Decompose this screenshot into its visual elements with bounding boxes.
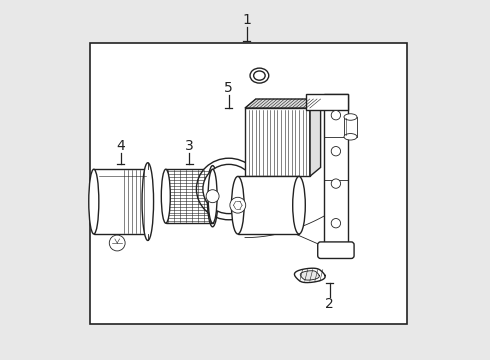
Polygon shape [310,99,320,176]
Ellipse shape [293,176,305,234]
Ellipse shape [344,134,357,140]
Bar [94,169,148,234]
Circle shape [331,111,341,120]
Bar [90,43,407,324]
Text: 3: 3 [185,139,194,153]
Bar [238,176,299,234]
Polygon shape [300,271,319,280]
Ellipse shape [89,169,99,234]
Ellipse shape [203,165,255,213]
Bar [166,169,213,223]
Text: 2: 2 [325,297,334,311]
Bar [245,108,310,176]
Bar [306,94,347,110]
Ellipse shape [208,169,217,223]
Polygon shape [245,99,320,108]
Ellipse shape [142,163,153,240]
Ellipse shape [231,176,244,234]
Circle shape [109,235,125,251]
Ellipse shape [161,169,171,223]
Ellipse shape [254,71,265,80]
Circle shape [331,219,341,228]
Circle shape [206,190,219,203]
Ellipse shape [344,114,357,120]
FancyBboxPatch shape [318,242,354,258]
Circle shape [230,197,245,213]
Bar [344,117,357,137]
Circle shape [331,179,341,188]
Circle shape [331,147,341,156]
Text: 1: 1 [243,13,251,27]
Text: 5: 5 [224,81,233,95]
Bar [324,94,347,252]
Text: 4: 4 [117,139,125,153]
Polygon shape [294,268,325,283]
Ellipse shape [250,68,269,83]
Ellipse shape [196,158,261,220]
